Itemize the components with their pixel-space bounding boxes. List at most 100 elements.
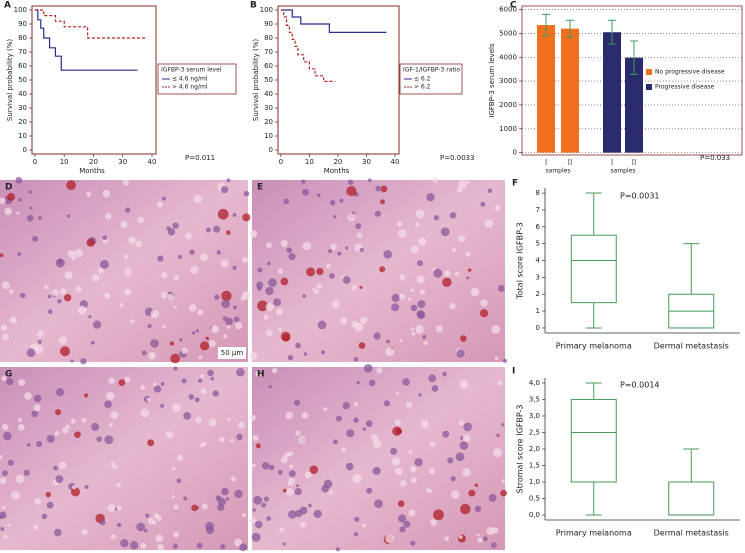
cell bbox=[403, 520, 411, 528]
cell bbox=[345, 462, 354, 471]
cell bbox=[1, 281, 10, 290]
cell bbox=[293, 399, 301, 406]
cell bbox=[313, 289, 320, 295]
cell bbox=[433, 268, 443, 278]
panel-letter: D bbox=[5, 183, 12, 193]
cell bbox=[36, 440, 43, 448]
cell bbox=[405, 401, 413, 409]
cell bbox=[465, 251, 471, 257]
cell bbox=[331, 300, 340, 309]
cell bbox=[330, 199, 336, 206]
cell bbox=[160, 403, 165, 408]
cell bbox=[143, 528, 148, 533]
cell bbox=[161, 324, 166, 329]
cell bbox=[44, 285, 49, 290]
x-tick-label: 0 bbox=[33, 158, 37, 166]
y-tick-label: 0 bbox=[536, 324, 540, 332]
cell bbox=[354, 322, 364, 332]
cell bbox=[124, 207, 131, 213]
cell bbox=[116, 522, 122, 528]
legend-label: > 6.2 bbox=[414, 84, 431, 91]
cell bbox=[466, 276, 470, 280]
cell bbox=[172, 402, 181, 412]
x-tick-label: I bbox=[611, 160, 614, 167]
cell bbox=[232, 305, 237, 310]
cell bbox=[108, 422, 113, 427]
cell bbox=[221, 487, 229, 496]
cell bbox=[216, 250, 221, 255]
cell bbox=[229, 438, 234, 443]
cell bbox=[335, 547, 340, 552]
cell bbox=[265, 286, 274, 296]
cell bbox=[366, 487, 373, 494]
cell bbox=[0, 527, 5, 531]
cell bbox=[491, 324, 501, 334]
cell bbox=[90, 340, 95, 345]
x-tick-label: 20 bbox=[89, 158, 98, 166]
cell bbox=[33, 524, 38, 530]
cell bbox=[181, 378, 187, 384]
cell bbox=[482, 536, 488, 542]
y-tick-label: 50 bbox=[264, 76, 273, 84]
cell bbox=[458, 179, 467, 188]
cell bbox=[56, 388, 65, 397]
p-value: P=0.0031 bbox=[620, 192, 660, 201]
y-tick-label: 1,0 bbox=[529, 478, 540, 486]
cell bbox=[497, 285, 505, 292]
cell bbox=[451, 247, 457, 253]
y-tick-label: 40 bbox=[264, 90, 273, 98]
cell bbox=[23, 469, 30, 476]
cell bbox=[491, 542, 497, 549]
cell bbox=[136, 522, 146, 532]
cell bbox=[212, 325, 217, 331]
cell bbox=[255, 443, 261, 449]
cell bbox=[190, 265, 199, 274]
cell bbox=[212, 390, 219, 397]
legend-swatch bbox=[646, 69, 652, 75]
survival-curve bbox=[34, 9, 147, 39]
cell bbox=[354, 516, 360, 522]
cell bbox=[80, 358, 87, 365]
y-tick-label: 60 bbox=[18, 62, 27, 70]
cell bbox=[241, 513, 246, 518]
cell bbox=[188, 394, 195, 400]
cell bbox=[17, 418, 22, 423]
cell bbox=[280, 456, 288, 464]
box bbox=[570, 398, 617, 483]
cell bbox=[225, 497, 230, 501]
cell bbox=[32, 235, 39, 242]
cell bbox=[198, 378, 203, 383]
cell bbox=[287, 451, 293, 457]
x-tick-label: I bbox=[545, 160, 548, 167]
cell bbox=[347, 179, 354, 185]
cell bbox=[235, 322, 243, 330]
cell bbox=[236, 368, 245, 377]
cell bbox=[250, 517, 257, 524]
cell bbox=[383, 250, 393, 259]
cell bbox=[208, 339, 217, 348]
y-tick-label: 90 bbox=[18, 20, 27, 28]
cell bbox=[31, 410, 39, 418]
x-tick-label: Dermal metastasis bbox=[654, 342, 729, 351]
cell bbox=[45, 491, 51, 498]
cell bbox=[347, 213, 356, 222]
y-tick-label: 4,0 bbox=[529, 379, 540, 387]
cell bbox=[301, 412, 309, 419]
cell bbox=[335, 415, 342, 422]
cell bbox=[193, 194, 203, 204]
cell bbox=[271, 367, 278, 374]
cell bbox=[205, 227, 211, 233]
cell bbox=[140, 384, 146, 390]
cell bbox=[497, 380, 503, 386]
y-tick-label: 30 bbox=[18, 104, 27, 112]
cell bbox=[286, 247, 293, 254]
cell bbox=[456, 349, 465, 358]
cell bbox=[302, 241, 311, 251]
cell bbox=[110, 461, 115, 467]
cell bbox=[474, 483, 479, 487]
cell bbox=[185, 232, 192, 240]
cell bbox=[220, 544, 226, 550]
cell bbox=[0, 454, 3, 460]
cell bbox=[152, 520, 157, 525]
cell bbox=[232, 213, 237, 217]
